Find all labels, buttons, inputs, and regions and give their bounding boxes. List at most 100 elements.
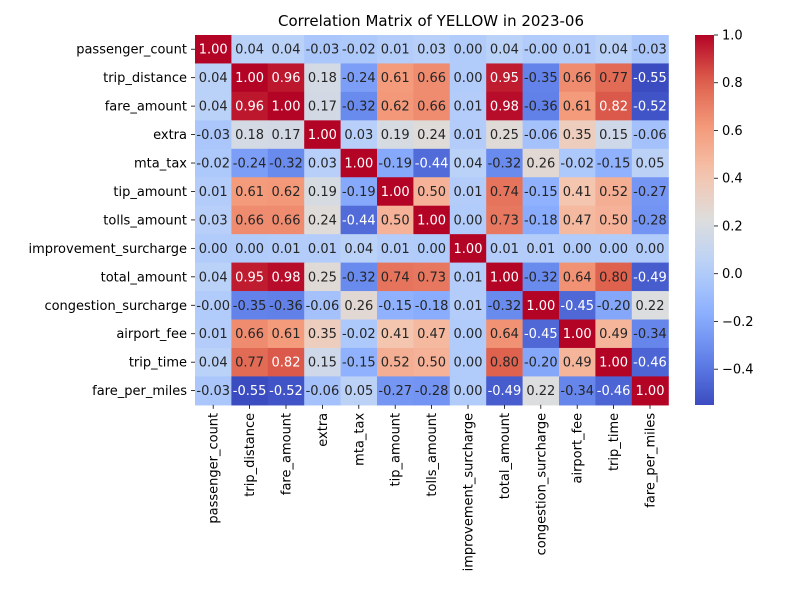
heatmap-cell [195,205,232,235]
heatmap-cell [304,376,342,406]
heatmap-cell [267,291,305,321]
heatmap-cell [340,120,378,150]
y-tick-label: passenger_count [76,43,187,58]
cell-value-label: -0.15 [597,157,631,172]
heatmap-cell [195,262,232,292]
cell-value-label: 1.00 [344,157,373,172]
cell-value-label: 0.47 [417,327,446,342]
cell-value-label: 1.00 [599,356,628,371]
cell-value-label: 0.41 [381,327,410,342]
cell-value-label: -0.18 [415,299,449,314]
heatmap-cell [449,35,487,65]
cell-value-label: 1.00 [235,71,264,86]
heatmap-cell [340,347,378,377]
heatmap-cell [231,347,269,377]
cell-value-label: 1.00 [417,213,446,228]
cell-value-label: 0.80 [490,356,519,371]
cell-value-label: -0.52 [633,100,667,115]
heatmap-cell [231,262,269,292]
heatmap-cell [413,148,451,178]
heatmap-cell [631,376,669,406]
heatmap-cell [267,177,305,207]
colorbar-tick-label: 0.6 [722,124,743,139]
heatmap-cell [449,234,487,264]
heatmap-cell [304,177,342,207]
cell-value-label: -0.20 [524,356,558,371]
heatmap-cell [559,148,596,178]
heatmap-cell [231,319,269,349]
cell-value-label: 0.98 [490,100,519,115]
cell-value-label: 1.00 [526,299,555,314]
cell-value-label: 0.24 [308,213,337,228]
heatmap-cell [559,262,596,292]
heatmap-cell [413,205,451,235]
cell-value-label: 0.96 [235,100,264,115]
heatmap-cell [449,319,487,349]
cell-value-label: 0.01 [454,299,483,314]
heatmap-cell [522,205,560,235]
heatmap-cell [559,319,596,349]
cell-value-label: 0.01 [490,242,519,257]
chart-title: Correlation Matrix of YELLOW in 2023-06 [278,12,584,30]
heatmap-cell [413,91,451,121]
heatmap-cell [631,291,669,321]
heatmap-cell [377,347,414,377]
cell-value-label: 0.52 [381,356,410,371]
heatmap-cell [522,63,560,93]
heatmap-cell [413,347,451,377]
heatmap-cell [559,177,596,207]
cell-value-label: 0.74 [490,185,519,200]
cell-value-label: 0.98 [272,270,301,285]
cell-value-label: 0.04 [235,43,264,58]
heatmap-cells: 1.00 0.04 0.04 -0.03 -0.02 0.01 0.03 0.00 0.04 -0… [195,35,669,406]
cell-value-label: 0.00 [417,242,446,257]
heatmap-cell [559,91,596,121]
cell-value-label: 0.00 [563,242,592,257]
heatmap-cell [522,177,560,207]
heatmap-cell [522,262,560,292]
cell-value-label: 0.95 [235,270,264,285]
cell-value-label: 0.47 [563,213,592,228]
cell-value-label: -0.06 [524,128,558,143]
cell-value-label: 0.66 [235,327,264,342]
y-tick-label: trip_distance [103,71,187,86]
heatmap-cell [304,63,342,93]
x-tick-label: tip_amount [389,413,404,487]
heatmap-cell [522,120,560,150]
cell-value-label: 0.00 [454,43,483,58]
cell-value-label: 0.00 [454,356,483,371]
heatmap-cell [267,234,305,264]
heatmap-cell [559,63,596,93]
cell-value-label: 0.64 [490,327,519,342]
heatmap-cell [231,291,269,321]
heatmap-cell [486,291,524,321]
heatmap-cell [195,347,232,377]
cell-value-label: 0.77 [235,356,264,371]
cell-value-label: -0.52 [269,384,303,399]
heatmap-cell [631,63,669,93]
heatmap-cell [231,63,269,93]
cell-value-label: -0.44 [342,213,376,228]
cell-value-label: 0.50 [417,185,446,200]
cell-value-label: 0.05 [344,384,373,399]
heatmap-cell [377,205,414,235]
cell-value-label: 0.15 [599,128,628,143]
x-tick-label: fare_amount [280,413,295,495]
cell-value-label: 0.19 [381,128,410,143]
heatmap-cell [340,205,378,235]
heatmap-cell [595,376,633,406]
x-tick-label: improvement_surcharge [462,413,477,572]
cell-value-label: -0.32 [524,270,558,285]
heatmap-cell [595,148,633,178]
heatmap-cell [449,291,487,321]
heatmap-cell [449,262,487,292]
cell-value-label: -0.32 [269,157,303,172]
heatmap-cell [377,291,414,321]
heatmap-cell [304,234,342,264]
cell-value-label: 0.01 [381,242,410,257]
cell-value-label: -0.35 [524,71,558,86]
cell-value-label: -0.55 [233,384,267,399]
cell-value-label: 0.66 [563,71,592,86]
cell-value-label: 0.04 [199,356,228,371]
heatmap-cell [449,347,487,377]
